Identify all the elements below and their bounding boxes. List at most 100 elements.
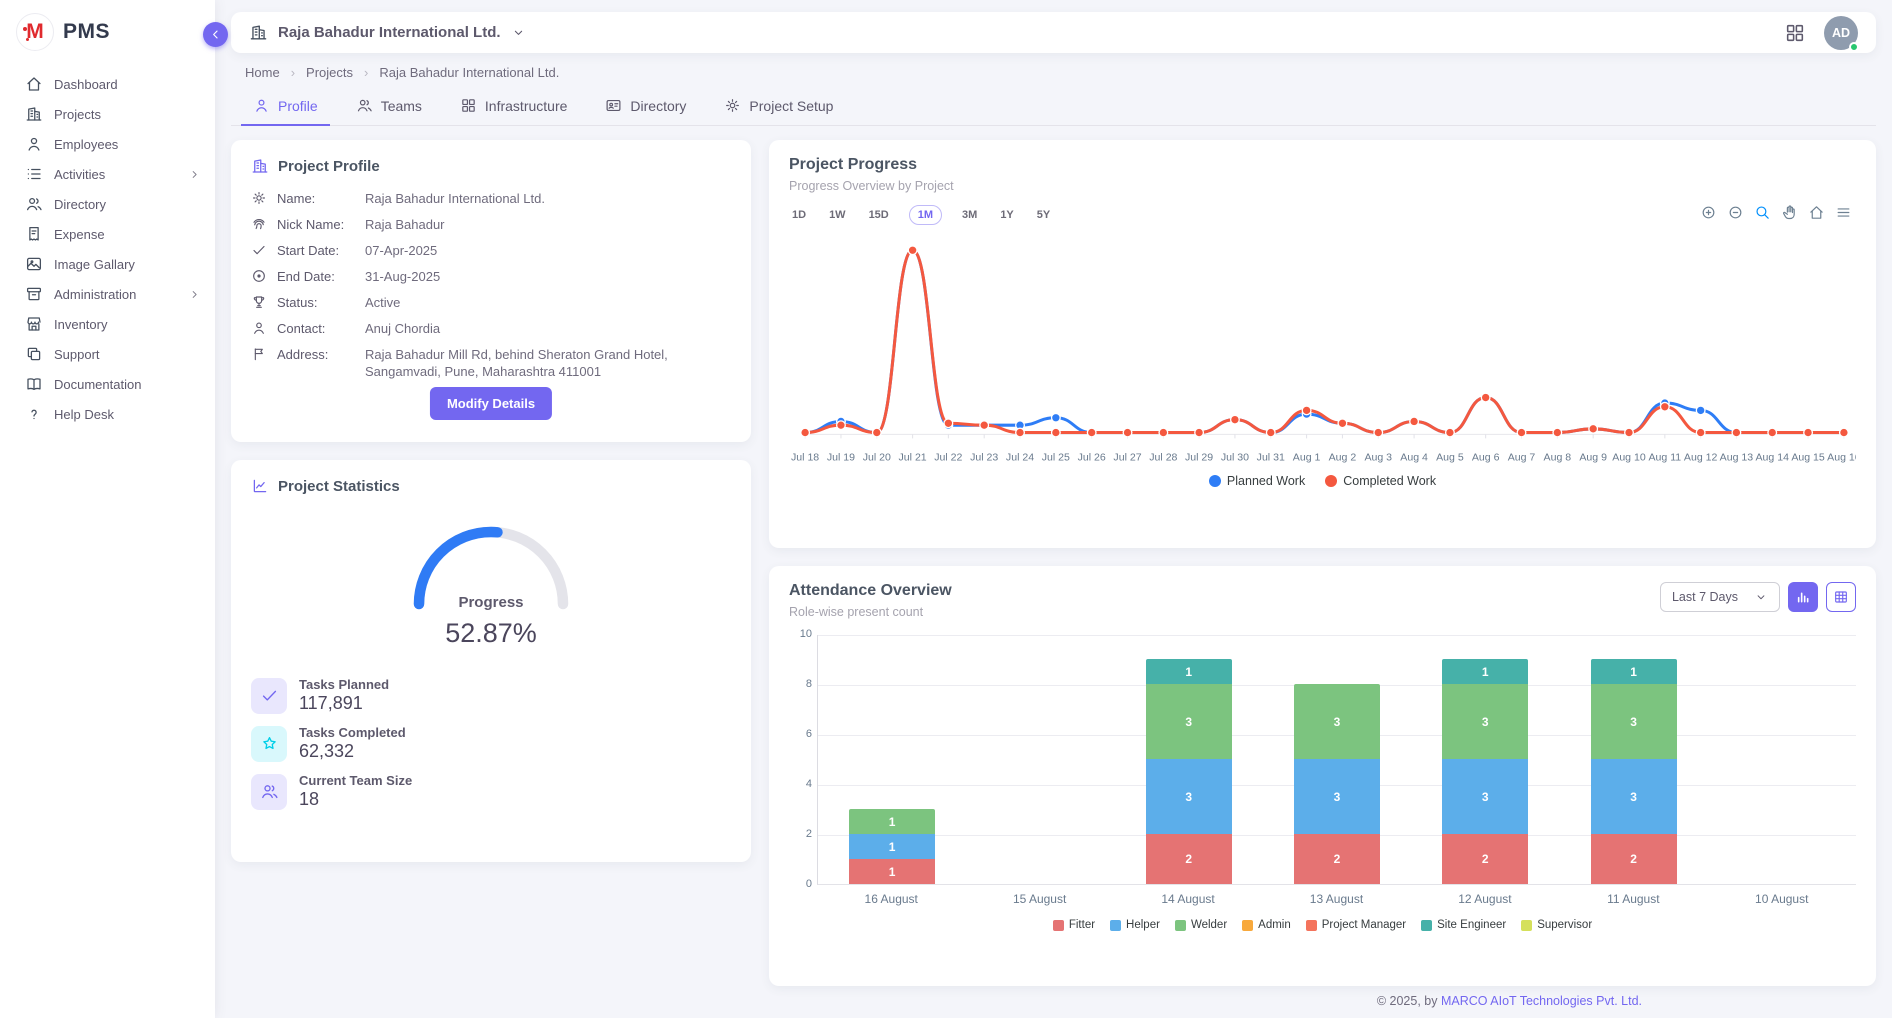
home-icon[interactable] (1808, 204, 1825, 221)
receipt-icon (25, 225, 43, 243)
svg-text:Jul 31: Jul 31 (1257, 452, 1285, 464)
bar-slot-13-august: 233 (1263, 635, 1411, 884)
stat-value: 18 (299, 789, 412, 810)
range-1w[interactable]: 1W (826, 205, 849, 225)
apps-grid-icon[interactable] (1784, 22, 1806, 44)
app-root: M PMS DashboardProjectsEmployeesActiviti… (0, 0, 1892, 1018)
breadcrumb-separator: › (291, 65, 295, 80)
app-logo[interactable]: M PMS (0, 0, 215, 63)
help-icon (25, 405, 43, 423)
sidebar-item-activities[interactable]: Activities (0, 159, 215, 189)
field-value: Active (365, 294, 731, 311)
legend-item-helper[interactable]: Helper (1110, 919, 1160, 931)
sidebar-item-support[interactable]: Support (0, 339, 215, 369)
sidebar-item-directory[interactable]: Directory (0, 189, 215, 219)
bar-segment-site-engineer: 1 (1591, 659, 1677, 684)
tab-directory[interactable]: Directory (593, 88, 698, 126)
legend-swatch (1110, 920, 1121, 931)
bar-segment-welder: 3 (1442, 684, 1528, 759)
sidebar-item-label: Inventory (54, 317, 107, 332)
stat-icon-box (251, 678, 287, 714)
footer-company-link[interactable]: MARCO AIoT Technologies Pvt. Ltd. (1441, 994, 1642, 1008)
table-view-button[interactable] (1826, 582, 1856, 612)
stat-item-current-team-size: Current Team Size18 (251, 773, 731, 810)
sidebar-item-dashboard[interactable]: Dashboard (0, 69, 215, 99)
zoom-in-icon[interactable] (1700, 204, 1717, 221)
field-label: Name: (277, 190, 365, 207)
bar-columns: 111233123323312331 (818, 635, 1856, 884)
topbar: Raja Bahadur International Ltd. AD (231, 12, 1876, 53)
gear-icon (724, 97, 741, 114)
field-label: Status: (277, 294, 365, 311)
legend-item-welder[interactable]: Welder (1175, 919, 1227, 931)
main-area: Raja Bahadur International Ltd. AD Home ›… (215, 0, 1892, 1018)
sidebar-item-documentation[interactable]: Documentation (0, 369, 215, 399)
legend-item-project-manager[interactable]: Project Manager (1306, 919, 1406, 931)
svg-text:Aug 6: Aug 6 (1472, 452, 1500, 464)
bar-slot-15-august (966, 635, 1114, 884)
svg-text:Jul 18: Jul 18 (791, 452, 819, 464)
footer: © 2025, by MARCO AIoT Technologies Pvt. … (215, 986, 1892, 1018)
tab-infrastructure[interactable]: Infrastructure (448, 88, 579, 126)
user-icon (25, 135, 43, 153)
grid-icon (460, 97, 477, 114)
tab-project-setup[interactable]: Project Setup (712, 88, 845, 126)
archive-icon (25, 285, 43, 303)
user-avatar[interactable]: AD (1824, 16, 1858, 50)
bar-segment-fitter: 2 (1294, 834, 1380, 884)
legend-swatch (1242, 920, 1253, 931)
modify-details-button[interactable]: Modify Details (430, 387, 552, 420)
legend-swatch (1175, 920, 1186, 931)
legend-item-supervisor[interactable]: Supervisor (1521, 919, 1592, 931)
category-label-14-august: 14 August (1114, 892, 1262, 906)
range-1d[interactable]: 1D (789, 205, 809, 225)
sidebar-item-projects[interactable]: Projects (0, 99, 215, 129)
sidebar: M PMS DashboardProjects Employees Activiti… (0, 0, 215, 1018)
sidebar-item-label: Administration (54, 287, 136, 302)
attendance-overview-card: Attendance Overview Role-wise present co… (769, 566, 1876, 986)
legend-item-admin[interactable]: Admin (1242, 919, 1291, 931)
sidebar-item-inventory[interactable]: Inventory (0, 309, 215, 339)
sidebar-item-image-gallary[interactable]: Image Gallary (0, 249, 215, 279)
sidebar-item-administration[interactable]: Administration (0, 279, 215, 309)
sidebar-item-employees[interactable]: Employees (0, 129, 215, 159)
id-card-icon (605, 97, 622, 114)
statistics-card-header: Project Statistics (251, 477, 731, 495)
menu-icon[interactable] (1835, 204, 1852, 221)
svg-text:Aug 3: Aug 3 (1364, 452, 1392, 464)
legend-item-planned-work[interactable]: Planned Work (1209, 474, 1305, 488)
range-3m[interactable]: 3M (959, 205, 980, 225)
pan-icon[interactable] (1781, 204, 1798, 221)
tab-profile[interactable]: Profile (241, 88, 330, 126)
range-5y[interactable]: 5Y (1034, 205, 1053, 225)
legend-item-fitter[interactable]: Fitter (1053, 919, 1095, 931)
user-icon (251, 320, 267, 336)
date-range-select[interactable]: Last 7 Days (1660, 582, 1780, 612)
company-selector[interactable]: Raja Bahadur International Ltd. (249, 23, 526, 42)
sidebar-item-help-desk[interactable]: Help Desk (0, 399, 215, 429)
range-15d[interactable]: 15D (866, 205, 892, 225)
profile-field-nick-name: Nick Name:Raja Bahadur (251, 216, 731, 233)
legend-item-site-engineer[interactable]: Site Engineer (1421, 919, 1506, 931)
selection-zoom-icon[interactable] (1754, 204, 1771, 221)
topbar-right: AD (1784, 16, 1858, 50)
stat-label: Current Team Size (299, 773, 412, 788)
sidebar-collapse-button[interactable] (203, 22, 228, 47)
category-label-16-august: 16 August (817, 892, 965, 906)
svg-text:Aug 14: Aug 14 (1756, 452, 1790, 464)
home-icon (25, 75, 43, 93)
tab-teams[interactable]: Teams (344, 88, 434, 126)
range-1y[interactable]: 1Y (997, 205, 1016, 225)
statistics-items: Tasks Planned117,891Tasks Completed62,33… (251, 677, 731, 810)
bar-view-button[interactable] (1788, 582, 1818, 612)
sidebar-item-label: Employees (54, 137, 118, 152)
range-1m[interactable]: 1M (909, 205, 942, 225)
bar-chart: 0246810111233123323312331 16 August15 Au… (789, 635, 1856, 906)
breadcrumb-item-home[interactable]: Home (245, 65, 280, 80)
field-label: Nick Name: (277, 216, 365, 233)
tab-label: Infrastructure (485, 98, 567, 114)
sidebar-item-expense[interactable]: Expense (0, 219, 215, 249)
legend-item-completed-work[interactable]: Completed Work (1325, 474, 1436, 488)
zoom-out-icon[interactable] (1727, 204, 1744, 221)
breadcrumb-item-projects[interactable]: Projects (306, 65, 353, 80)
